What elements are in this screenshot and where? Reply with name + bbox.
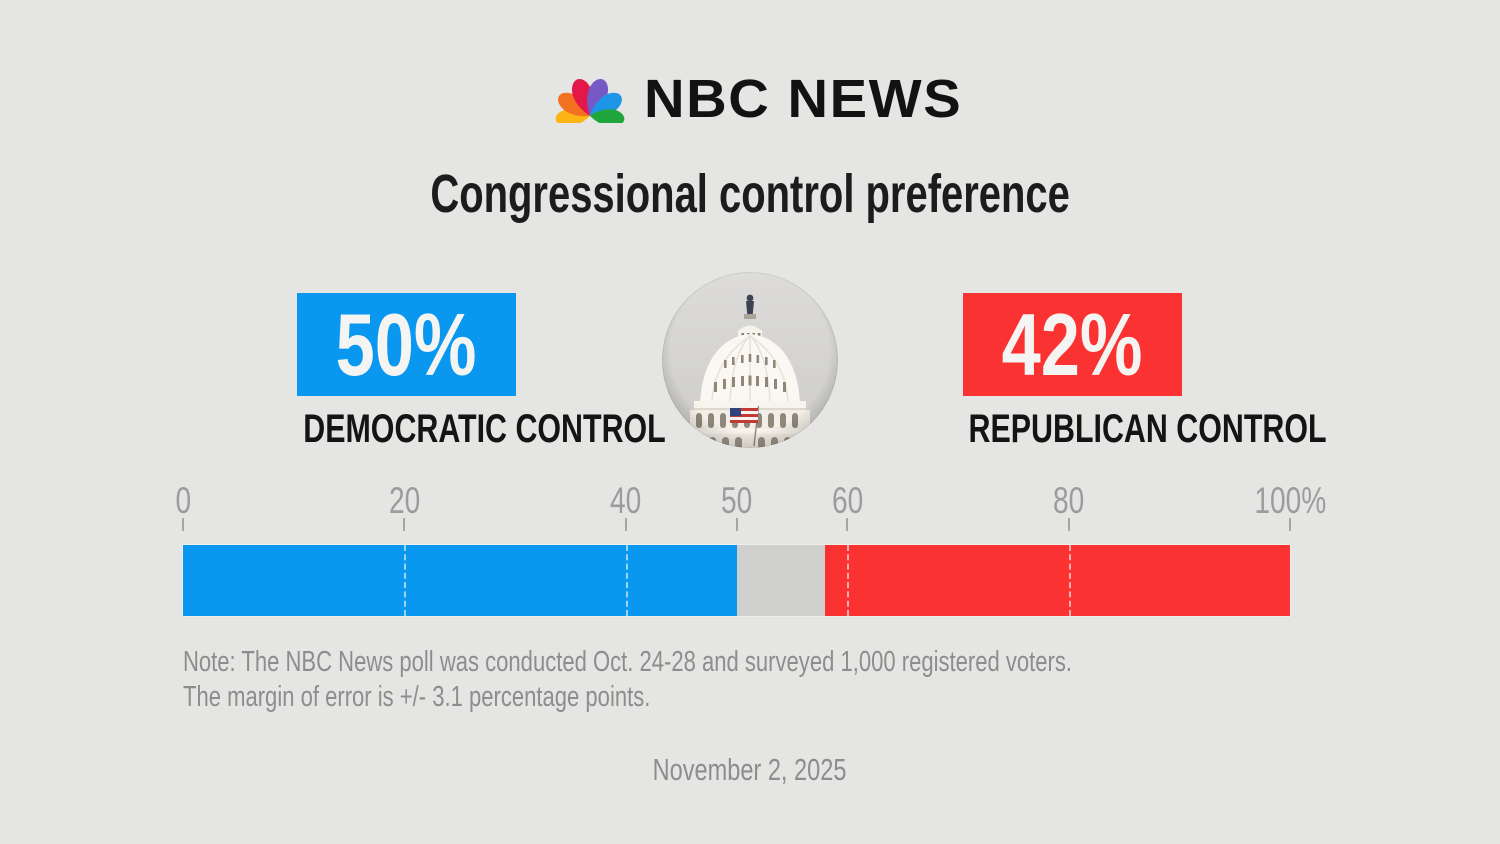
democratic-value-box: 50% bbox=[296, 293, 516, 396]
republican-stat: 42% REPUBLICAN CONTROL bbox=[912, 293, 1327, 451]
republican-value: 42% bbox=[1001, 294, 1143, 394]
axis-tick-mark bbox=[735, 518, 738, 531]
axis-tick-mark bbox=[182, 518, 184, 531]
axis-tick-label: 50 bbox=[720, 480, 753, 521]
peacock-feather bbox=[586, 78, 608, 116]
nbc-peacock-icon bbox=[555, 78, 624, 123]
axis-tick-label: 80 bbox=[1052, 480, 1085, 521]
bar-gridline bbox=[1068, 545, 1071, 616]
democratic-label: DEMOCRATIC CONTROL bbox=[303, 407, 666, 451]
publication-date: November 2, 2025 bbox=[653, 752, 847, 787]
axis-tick-mark bbox=[846, 518, 849, 531]
bar-segment-undecided bbox=[736, 545, 826, 616]
axis-tick-mark bbox=[1067, 518, 1070, 531]
capitol-photo bbox=[662, 272, 838, 448]
bar-segment-republican-control bbox=[825, 545, 1290, 616]
bar-gridline bbox=[847, 545, 850, 616]
axis-tick-label: 40 bbox=[610, 480, 642, 521]
brand-wordmark: NBC NEWS bbox=[643, 69, 962, 129]
republican-label: REPUBLICAN CONTROL bbox=[968, 407, 1327, 451]
peacock-feather bbox=[557, 92, 590, 117]
republican-value-box: 42% bbox=[962, 293, 1182, 396]
nbc-news-logo: NBC NEWS bbox=[0, 68, 1500, 130]
stacked-bar bbox=[183, 545, 1290, 616]
footnote-line1: Note: The NBC News poll was conducted Oc… bbox=[183, 646, 1073, 678]
axis-tick-label: 60 bbox=[831, 480, 863, 521]
footnote: Note: The NBC News poll was conducted Oc… bbox=[183, 645, 1353, 715]
axis-tick-mark bbox=[403, 518, 406, 531]
democratic-stat: 50% DEMOCRATIC CONTROL bbox=[246, 293, 666, 451]
axis-tick-mark bbox=[1289, 518, 1291, 531]
bar-gridline bbox=[625, 545, 628, 616]
axis-tick-label: 100% bbox=[1254, 480, 1326, 521]
page-title: Congressional control preference bbox=[430, 164, 1070, 224]
footnote-line2: The margin of error is +/- 3.1 percentag… bbox=[183, 681, 651, 713]
bar-segment-democratic-control bbox=[183, 545, 737, 616]
bar-gridline bbox=[404, 545, 407, 616]
peacock-feather bbox=[589, 109, 624, 123]
axis-tick-label: 20 bbox=[388, 480, 421, 521]
axis-tick-label: 0 bbox=[175, 480, 191, 521]
capitol-dome-illustration bbox=[662, 272, 838, 448]
democratic-value: 50% bbox=[335, 294, 477, 394]
axis-tick-mark bbox=[624, 518, 627, 531]
